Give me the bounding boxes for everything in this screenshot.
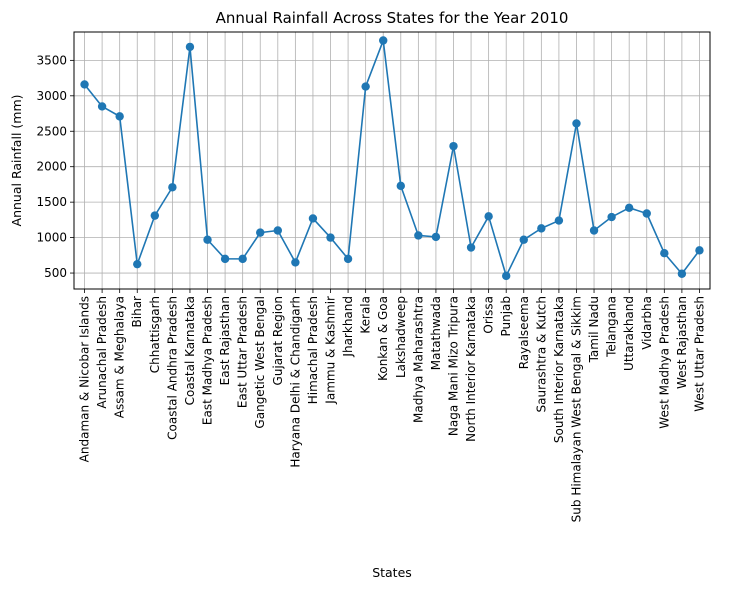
x-tick-label: East Uttar Pradesh <box>236 296 250 408</box>
x-tick-label: Tamil Nadu <box>587 296 601 363</box>
series-line <box>83 39 701 277</box>
y-tick-label: 3500 <box>36 53 67 67</box>
x-tick-label: Naga Mani Mizo Tripura <box>446 296 460 436</box>
x-tick-label: East Rajasthan <box>218 296 232 385</box>
data-point <box>695 246 704 255</box>
data-point <box>115 112 124 121</box>
x-tick-label: East Madhya Pradesh <box>201 296 215 425</box>
data-point <box>238 254 247 264</box>
x-tick-label: Rayalseema <box>517 296 531 369</box>
x-tick-label: Gangetic West Bengal <box>253 296 267 429</box>
x-tick-label: Arunachal Pradesh <box>95 296 109 409</box>
data-point <box>554 216 564 225</box>
data-point <box>519 235 528 244</box>
data-point <box>150 211 160 220</box>
x-tick-label: Bihar <box>130 296 144 328</box>
data-point <box>572 119 581 128</box>
data-point <box>133 259 142 269</box>
data-point <box>677 269 687 278</box>
series-markers <box>80 36 704 281</box>
x-tick-label: Jammu & Kashmir <box>324 296 338 405</box>
x-tick-label: Orissa <box>482 296 496 334</box>
x-tick-label: Haryana Delhi & Chandigarh <box>288 296 302 468</box>
data-point <box>343 254 353 264</box>
x-tick-label: Gujarat Region <box>271 296 285 385</box>
x-tick-label: West Madhya Pradesh <box>657 296 671 429</box>
data-point <box>273 226 283 235</box>
x-tick-label: Himachal Pradesh <box>306 296 320 404</box>
data-point <box>484 212 493 221</box>
x-tick-label: Jharkhand <box>341 296 355 358</box>
x-tick-label: Konkan & Goa <box>376 296 390 381</box>
x-tick-label: Coastal Karnataka <box>183 296 197 405</box>
chart-title: Annual Rainfall Across States for the Ye… <box>216 9 569 27</box>
data-point <box>379 36 388 45</box>
data-point <box>308 214 318 223</box>
data-point <box>220 254 230 264</box>
data-point <box>256 228 265 237</box>
x-tick-label: North Interior Karnataka <box>464 296 478 442</box>
data-point <box>168 183 177 192</box>
data-point <box>624 203 634 213</box>
x-tick-label: Coastal Andhra Pradesh <box>165 296 179 440</box>
y-tick-label: 500 <box>44 266 67 280</box>
data-point <box>466 243 476 252</box>
grid-lines <box>74 32 710 289</box>
data-point <box>537 224 546 233</box>
data-point <box>501 271 511 281</box>
y-axis-ticks: 500 1000 1500 2000 2500 3000 3500 <box>36 53 74 280</box>
data-point <box>607 212 616 222</box>
data-point <box>449 141 458 151</box>
x-tick-label: Assam & Meghalaya <box>113 296 127 418</box>
y-tick-label: 3000 <box>36 89 67 103</box>
x-tick-label: Matathwada <box>429 296 443 370</box>
x-tick-label: West Rajasthan <box>675 296 689 389</box>
y-tick-label: 2000 <box>36 160 67 174</box>
plot-area-frame <box>73 31 711 290</box>
data-point <box>361 82 370 91</box>
x-tick-label: Sub Himalayan West Bengal & Sikkim <box>569 296 583 522</box>
data-point <box>80 80 89 89</box>
y-tick-label: 1000 <box>36 231 67 245</box>
data-point <box>185 42 195 52</box>
data-point <box>589 226 599 235</box>
x-tick-label: Madhya Maharashtra <box>411 296 425 423</box>
x-axis-ticks: Andaman & Nicobar Islands Arunachal Prade… <box>78 289 706 522</box>
y-axis-label: Annual Rainfall (mm) <box>9 95 24 227</box>
x-tick-label: Uttarakhand <box>622 296 636 371</box>
data-point <box>396 181 405 191</box>
data-point <box>291 258 300 267</box>
y-tick-label: 2500 <box>36 124 67 138</box>
y-tick-label: 1500 <box>36 195 67 209</box>
data-point <box>642 209 651 218</box>
x-tick-label: Telangana <box>605 296 619 358</box>
data-point <box>431 232 441 242</box>
x-axis-label: States <box>372 565 412 580</box>
x-tick-label: Saurashtra & Kutch <box>534 296 548 412</box>
x-tick-label: Andaman & Nicobar Islands <box>78 296 92 462</box>
x-tick-label: Lakshadweep <box>394 296 408 378</box>
series-line-group <box>83 39 701 277</box>
x-tick-label: Punjab <box>499 296 513 337</box>
x-tick-label: Chhattisgarh <box>148 296 162 373</box>
data-point <box>414 231 423 240</box>
data-point <box>660 248 669 258</box>
x-tick-label: Vidarbha <box>640 296 654 350</box>
data-point <box>203 235 212 244</box>
data-point <box>97 102 107 111</box>
x-tick-label: South Interior Karnataka <box>552 296 566 443</box>
x-tick-label: West Uttar Pradesh <box>692 296 706 412</box>
x-tick-label: Kerala <box>359 296 373 334</box>
data-point <box>326 233 335 242</box>
